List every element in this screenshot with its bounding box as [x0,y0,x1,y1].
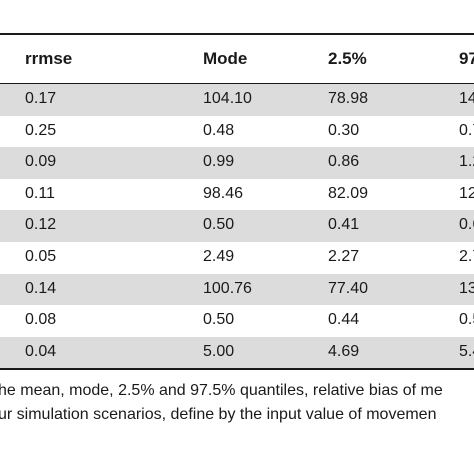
header-q025: 2.5% [328,49,367,68]
table-caption: he mean, mode, 2.5% and 97.5% quantiles,… [0,379,474,427]
header-rule [0,83,474,84]
caption-line-2: ur simulation scenarios, define by the i… [0,406,437,423]
bottom-rule [0,368,474,370]
table-body: 0.17 104.10 78.98 14 0.25 0.48 0.30 0.7 0.09 0.99… [0,84,474,369]
cell-q975: 0.7 [459,121,474,139]
cell-q975: 12 [459,184,474,202]
cell-q025: 0.86 [328,153,360,171]
cell-rrmse: 0.05 [25,247,57,265]
table-row: 0.12 0.50 0.41 0.6 [0,210,474,242]
table-row: 0.09 0.99 0.86 1.2 [0,147,474,179]
top-rule [0,33,474,35]
cell-mode: 2.49 [203,247,235,265]
cell-q975: 0.5 [459,311,474,329]
cell-mode: 0.50 [203,311,235,329]
cell-q975: 13 [459,279,474,297]
cell-rrmse: 0.25 [25,121,57,139]
cell-q975: 14 [459,90,474,107]
header-mode: Mode [203,49,248,68]
table-row: 0.17 104.10 78.98 14 [0,84,474,116]
cell-rrmse: 0.08 [25,311,57,329]
cell-rrmse: 0.17 [25,90,57,107]
table-row: 0.14 100.76 77.40 13 [0,273,474,306]
cell-q025: 0.30 [328,121,360,139]
table-row: 0.08 0.50 0.44 0.5 [0,305,474,337]
cell-mode: 104.10 [203,90,252,107]
table-row: 0.25 0.48 0.30 0.7 [0,116,474,148]
cell-q975: 5.4 [459,342,474,360]
caption-line-1: he mean, mode, 2.5% and 97.5% quantiles,… [0,382,443,399]
cell-q975: 1.2 [459,153,474,171]
cell-q025: 2.27 [328,247,360,265]
header-q975: 97 [459,49,474,68]
cell-mode: 0.99 [203,153,235,171]
cell-q025: 78.98 [328,90,369,107]
cell-q025: 4.69 [328,342,360,360]
cell-rrmse: 0.12 [25,216,57,234]
table-header: rrmse Mode 2.5% 97 [0,35,474,83]
cell-q025: 0.44 [328,311,360,329]
cell-rrmse: 0.11 [25,184,55,202]
cell-rrmse: 0.14 [25,279,57,297]
cell-mode: 98.46 [203,184,244,202]
cell-rrmse: 0.04 [25,342,57,360]
table-row: 0.04 5.00 4.69 5.4 [0,336,474,369]
cell-mode: 0.50 [203,216,235,234]
cell-q025: 0.41 [328,216,360,234]
table-row: 0.11 98.46 82.09 12 [0,179,474,211]
cell-q025: 82.09 [328,184,369,202]
table-row: 0.05 2.49 2.27 2.7 [0,242,474,274]
cell-q975: 0.6 [459,216,474,234]
cell-q975: 2.7 [459,247,474,265]
header-rrmse: rrmse [25,49,73,68]
cell-mode: 5.00 [203,342,235,360]
cell-mode: 0.48 [203,121,235,139]
cell-q025: 77.40 [328,279,369,297]
cell-mode: 100.76 [203,279,252,297]
cell-rrmse: 0.09 [25,153,57,171]
